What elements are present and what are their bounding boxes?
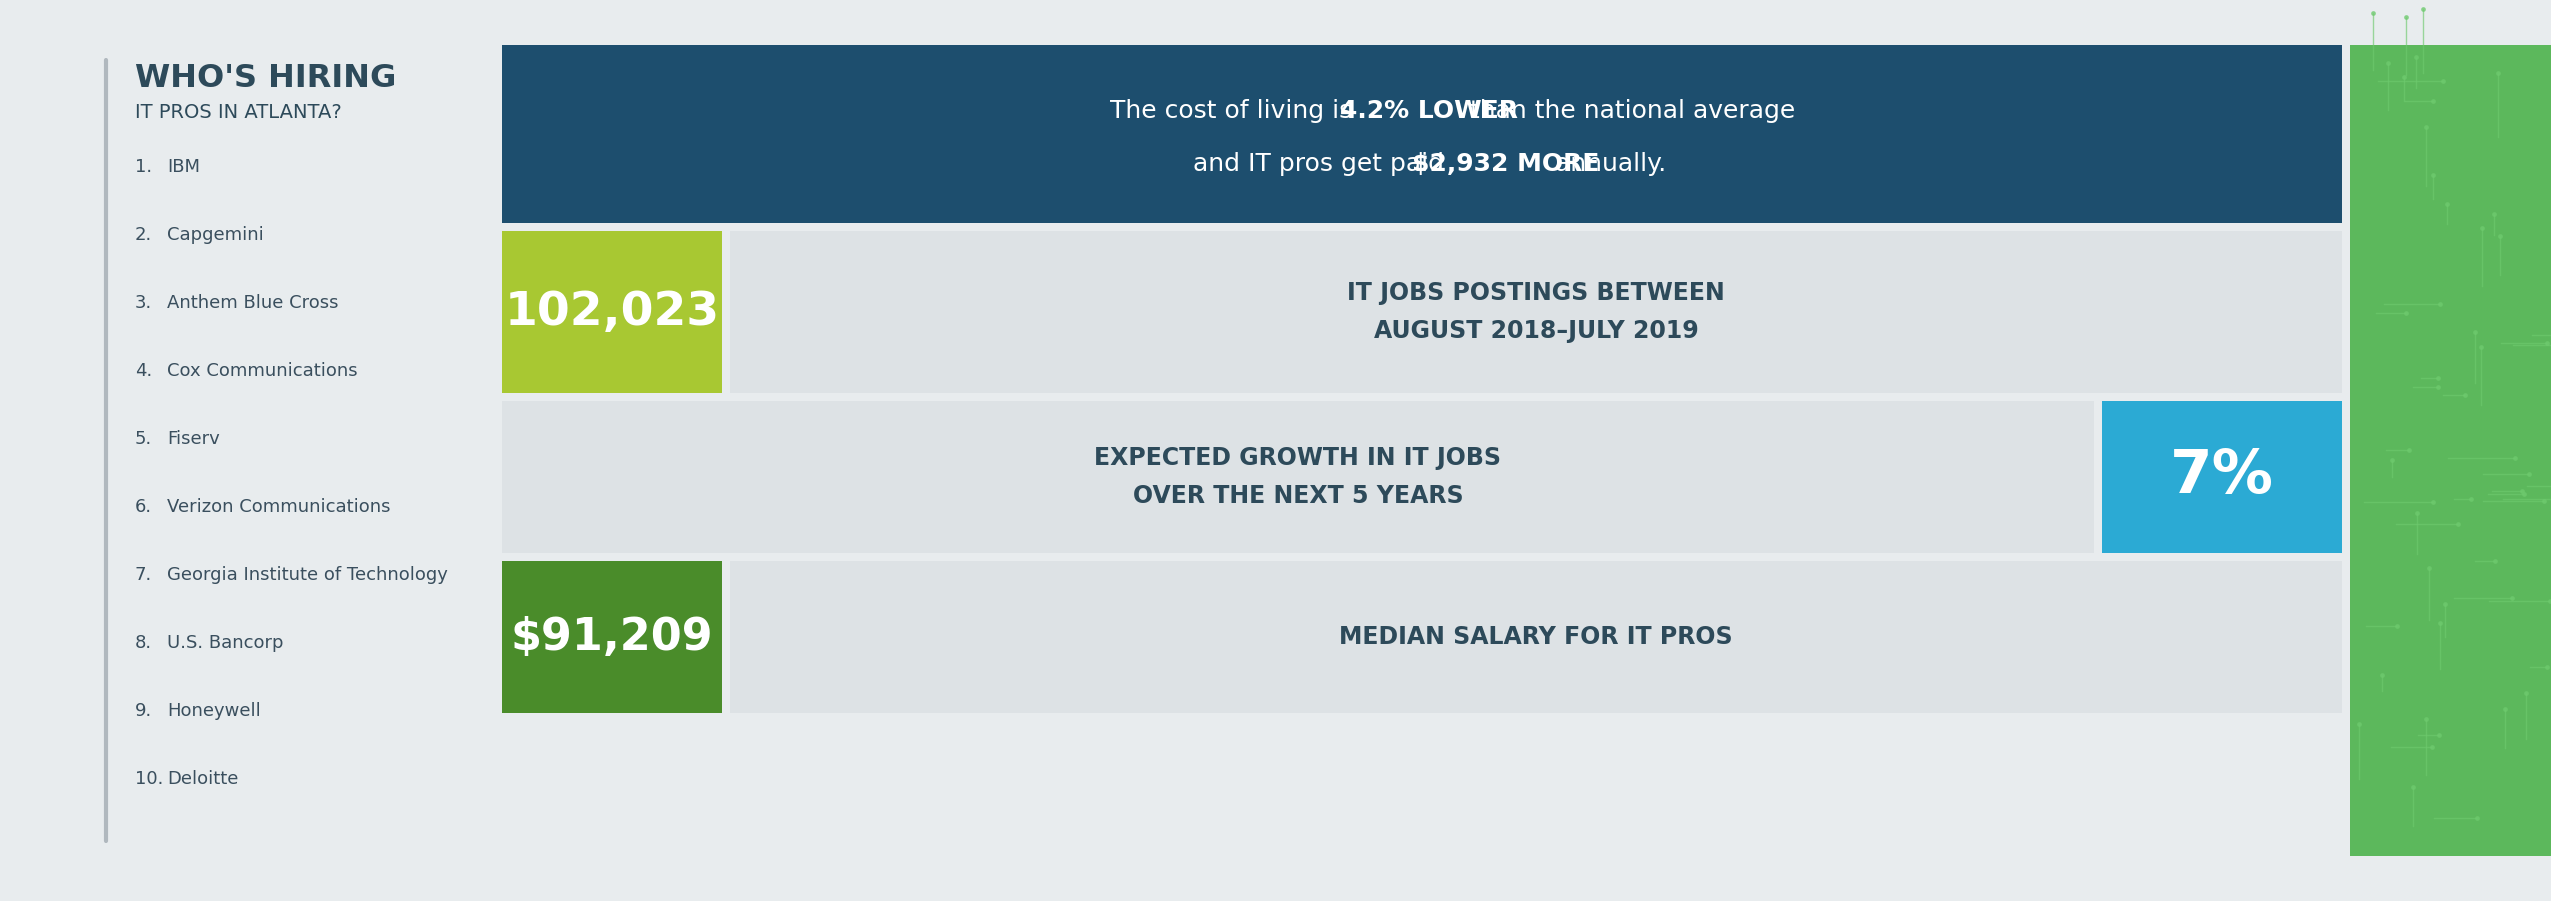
Text: 5.: 5. [135,430,153,448]
Text: IT PROS IN ATLANTA?: IT PROS IN ATLANTA? [135,103,342,122]
Text: 4.2% LOWER: 4.2% LOWER [1339,99,1518,123]
Text: than the national average: than the national average [1462,99,1796,123]
FancyBboxPatch shape [730,231,2342,393]
Text: Honeywell: Honeywell [166,702,260,720]
Text: 6.: 6. [135,498,153,516]
Text: Anthem Blue Cross: Anthem Blue Cross [166,294,339,312]
Text: annually.: annually. [1546,152,1666,177]
FancyBboxPatch shape [503,231,722,393]
FancyBboxPatch shape [0,0,490,901]
Text: The cost of living is: The cost of living is [1110,99,1360,123]
Text: 9.: 9. [135,702,153,720]
Text: Capgemini: Capgemini [166,226,263,244]
Text: 102,023: 102,023 [505,289,719,334]
Text: Georgia Institute of Technology: Georgia Institute of Technology [166,566,449,584]
Text: U.S. Bancorp: U.S. Bancorp [166,634,283,652]
Text: IT JOBS POSTINGS BETWEEN
AUGUST 2018–JULY 2019: IT JOBS POSTINGS BETWEEN AUGUST 2018–JUL… [1347,281,1724,342]
Text: Fiserv: Fiserv [166,430,219,448]
FancyBboxPatch shape [730,561,2342,713]
FancyBboxPatch shape [503,561,722,713]
FancyBboxPatch shape [503,45,2342,223]
Text: 8.: 8. [135,634,153,652]
Text: Verizon Communications: Verizon Communications [166,498,390,516]
Text: 7%: 7% [2171,448,2273,506]
Text: EXPECTED GROWTH IN IT JOBS
OVER THE NEXT 5 YEARS: EXPECTED GROWTH IN IT JOBS OVER THE NEXT… [1094,446,1503,507]
Text: MEDIAN SALARY FOR IT PROS: MEDIAN SALARY FOR IT PROS [1339,625,1732,649]
Text: $91,209: $91,209 [510,615,714,659]
Text: WHO'S HIRING: WHO'S HIRING [135,63,395,94]
Text: $2,932 MORE: $2,932 MORE [1413,152,1599,177]
Text: 10.: 10. [135,770,163,788]
FancyBboxPatch shape [2349,45,2551,856]
Text: Cox Communications: Cox Communications [166,362,357,380]
Text: Deloitte: Deloitte [166,770,237,788]
Text: 4.: 4. [135,362,153,380]
Text: 1.: 1. [135,158,153,176]
Text: IBM: IBM [166,158,199,176]
FancyBboxPatch shape [503,401,2094,553]
Text: 2.: 2. [135,226,153,244]
Text: 3.: 3. [135,294,153,312]
Text: 7.: 7. [135,566,153,584]
Text: and IT pros get paid: and IT pros get paid [1194,152,1452,177]
FancyBboxPatch shape [2102,401,2342,553]
